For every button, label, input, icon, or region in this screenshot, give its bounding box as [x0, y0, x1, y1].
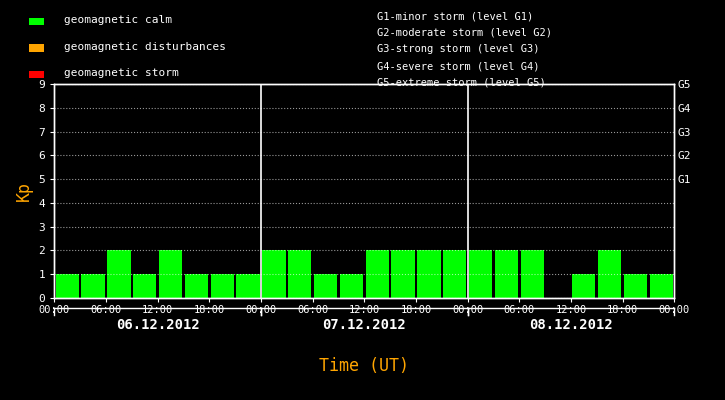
Bar	[81, 274, 104, 298]
Bar	[56, 274, 79, 298]
Bar	[572, 274, 595, 298]
Text: 07.12.2012: 07.12.2012	[323, 318, 406, 332]
Bar	[469, 250, 492, 298]
Bar	[521, 250, 544, 298]
Text: G4-severe storm (level G4): G4-severe storm (level G4)	[377, 61, 539, 71]
Bar	[624, 274, 647, 298]
Y-axis label: Kp: Kp	[15, 181, 33, 201]
Text: geomagnetic storm: geomagnetic storm	[64, 68, 178, 78]
Bar	[365, 250, 389, 298]
Text: Time (UT): Time (UT)	[319, 357, 410, 375]
Bar	[262, 250, 286, 298]
Text: geomagnetic disturbances: geomagnetic disturbances	[64, 42, 225, 52]
Bar	[185, 274, 208, 298]
FancyBboxPatch shape	[29, 44, 44, 52]
Bar	[314, 274, 337, 298]
Bar	[418, 250, 441, 298]
Bar	[598, 250, 621, 298]
Text: G3-strong storm (level G3): G3-strong storm (level G3)	[377, 44, 539, 54]
Bar	[288, 250, 311, 298]
Bar	[494, 250, 518, 298]
Bar	[650, 274, 673, 298]
Bar	[107, 250, 130, 298]
Text: 08.12.2012: 08.12.2012	[529, 318, 613, 332]
Text: G5-extreme storm (level G5): G5-extreme storm (level G5)	[377, 78, 545, 88]
Bar	[133, 274, 157, 298]
Bar	[392, 250, 415, 298]
Text: geomagnetic calm: geomagnetic calm	[64, 15, 172, 25]
Bar	[236, 274, 260, 298]
Bar	[443, 250, 466, 298]
Bar	[340, 274, 363, 298]
FancyBboxPatch shape	[29, 18, 44, 25]
Text: G1-minor storm (level G1): G1-minor storm (level G1)	[377, 11, 533, 21]
FancyBboxPatch shape	[29, 71, 44, 78]
Text: 06.12.2012: 06.12.2012	[116, 318, 199, 332]
Text: G2-moderate storm (level G2): G2-moderate storm (level G2)	[377, 28, 552, 38]
Bar	[211, 274, 234, 298]
Bar	[159, 250, 182, 298]
